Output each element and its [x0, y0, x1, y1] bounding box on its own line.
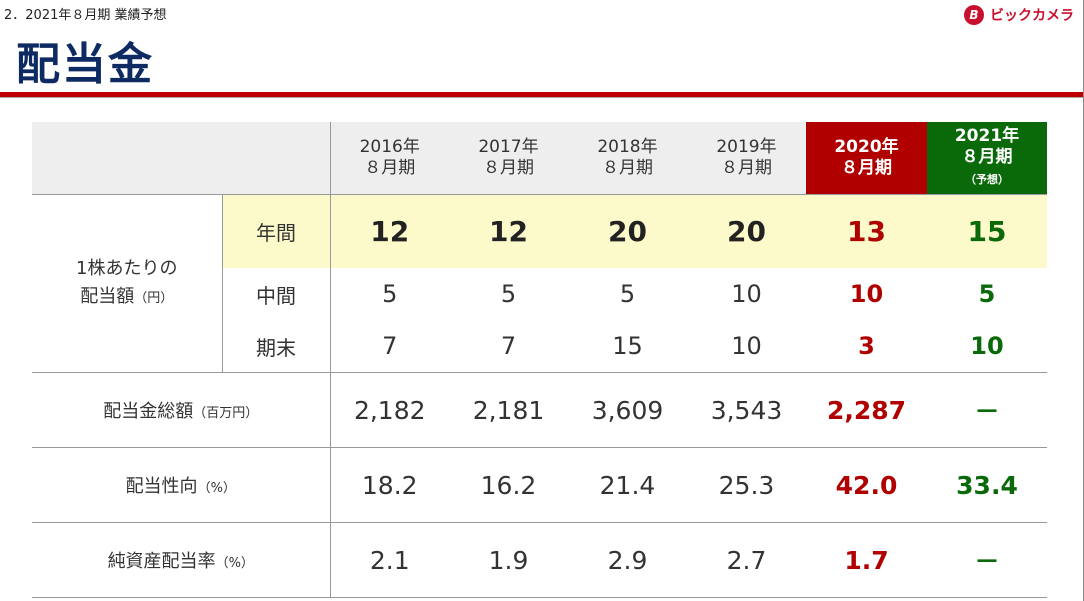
- col-header-2018: 2018年 ８月期: [568, 122, 687, 195]
- year-end-2020: 3: [858, 332, 875, 360]
- payout-2017: 16.2: [449, 447, 568, 523]
- interim-2017: 5: [500, 280, 517, 308]
- payout-2019: 25.3: [687, 447, 806, 523]
- payout-2021: 33.4: [927, 447, 1047, 523]
- year-end-2017: 7: [500, 332, 517, 360]
- total-2016: 2,182: [330, 372, 449, 448]
- doe-2021: －: [927, 522, 1047, 598]
- dividend-table: 2016年 ８月期 2017年 ８月期 2018年 ８月期 2019年 ８月期 2020…: [32, 122, 1047, 598]
- total-2019: 3,543: [687, 372, 806, 448]
- page-title: 配当金: [16, 39, 154, 90]
- interim-dividend-row: 中間 5 5 5 10 10 5: [32, 268, 1047, 320]
- interim-2020: 10: [849, 280, 884, 308]
- total-2021: －: [927, 372, 1047, 448]
- doe-row: 純資産配当率（%） 2.1 1.9 2.9 2.7 1.7 －: [32, 522, 1047, 598]
- header-row: 2016年 ８月期 2017年 ８月期 2018年 ８月期 2019年 ８月期 2020…: [32, 122, 1047, 195]
- payout-2018: 21.4: [568, 447, 687, 523]
- total-dividends-label: 配当金総額（百万円）: [32, 372, 331, 448]
- payout-ratio-row: 配当性向（%） 18.2 16.2 21.4 25.3 42.0 33.4: [32, 447, 1047, 523]
- col-header-2020: 2020年 ８月期: [806, 122, 927, 195]
- per-share-dividend-label: 1株あたりの 配当額（円）: [32, 194, 223, 373]
- interim-2018: 5: [619, 280, 636, 308]
- col-header-2021-forecast: 2021年 ８月期 （予想）: [927, 122, 1047, 195]
- year-end-2019: 10: [731, 332, 762, 360]
- total-2020: 2,287: [806, 372, 927, 448]
- title-divider: [0, 97, 1084, 98]
- total-2018: 3,609: [568, 372, 687, 448]
- payout-2016: 18.2: [330, 447, 449, 523]
- annual-2016: 12: [330, 194, 449, 268]
- total-2017: 2,181: [449, 372, 568, 448]
- annual-2020: 13: [806, 194, 927, 268]
- col-header-2016: 2016年 ８月期: [330, 122, 449, 195]
- annual-label: 年間: [222, 194, 331, 268]
- annual-2019: 20: [687, 194, 806, 268]
- annual-2017: 12: [449, 194, 568, 268]
- total-dividends-row: 配当金総額（百万円） 2,182 2,181 3,609 3,543 2,287…: [32, 372, 1047, 448]
- header-corner-cell: [32, 122, 331, 195]
- year-end-label: 期末: [222, 320, 331, 373]
- logo-text: ビックカメラ: [990, 8, 1074, 24]
- interim-2019: 10: [731, 280, 762, 308]
- annual-2021: 15: [927, 194, 1047, 268]
- doe-2017: 1.9: [449, 522, 568, 598]
- year-end-2018: 15: [612, 332, 643, 360]
- doe-2020: 1.7: [806, 522, 927, 598]
- doe-2016: 2.1: [330, 522, 449, 598]
- annual-dividend-row: 1株あたりの 配当額（円） 年間 12 12 20 20 13 15: [32, 194, 1047, 373]
- interim-2016: 5: [382, 280, 398, 308]
- section-subtitle: 2．2021年８月期 業績予想: [4, 8, 167, 23]
- logo-mark-icon: B: [964, 5, 984, 25]
- doe-2019: 2.7: [687, 522, 806, 598]
- year-end-dividend-row: 期末 7 7 15 10 3 10: [32, 320, 1047, 373]
- interim-label: 中間: [222, 268, 331, 320]
- col-header-2017: 2017年 ８月期: [449, 122, 568, 195]
- year-end-2021: 10: [970, 332, 1004, 360]
- interim-2021: 5: [978, 280, 996, 308]
- doe-2018: 2.9: [568, 522, 687, 598]
- annual-2018: 20: [568, 194, 687, 268]
- year-end-2016: 7: [382, 332, 398, 360]
- title-underline: [0, 92, 1084, 97]
- doe-label: 純資産配当率（%）: [32, 522, 331, 598]
- col-header-2019: 2019年 ８月期: [687, 122, 806, 195]
- payout-ratio-label: 配当性向（%）: [32, 447, 331, 523]
- payout-2020: 42.0: [806, 447, 927, 523]
- company-logo: B ビックカメラ: [964, 5, 1074, 25]
